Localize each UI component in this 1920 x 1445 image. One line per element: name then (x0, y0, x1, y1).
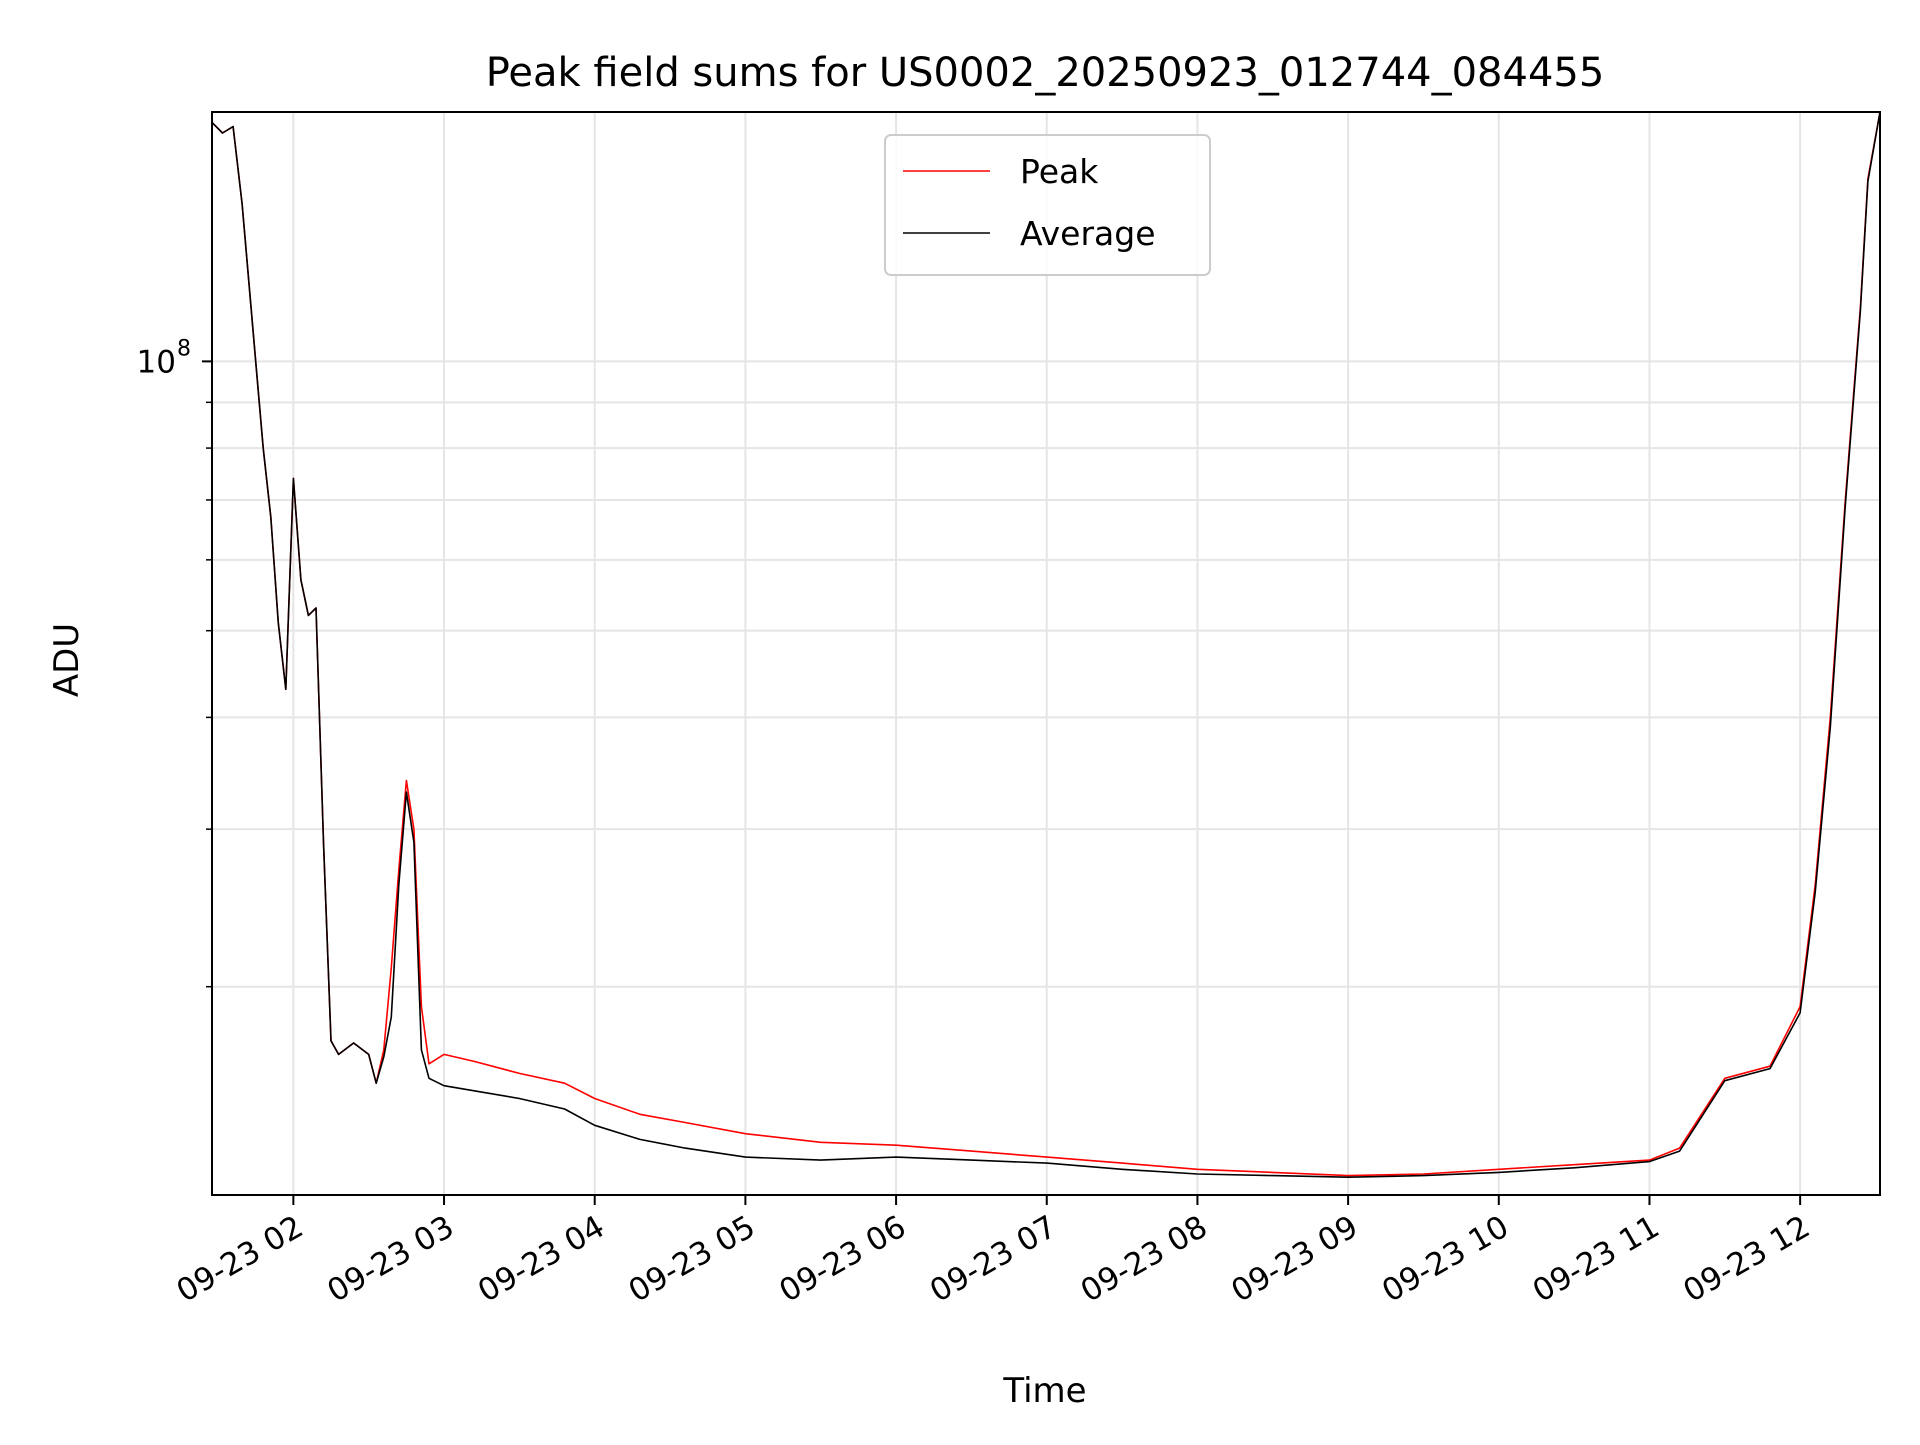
series-group (212, 112, 1880, 1178)
y-tick-label: 10 (137, 344, 176, 380)
legend-box (884, 134, 1211, 276)
x-axis-label: Time (1002, 1371, 1086, 1411)
legend-label-peak: Peak (1020, 152, 1099, 191)
y-axis-label: ADU (47, 623, 87, 697)
y-tick-label-exponent: 8 (177, 336, 191, 361)
legend-label-average: Average (1020, 214, 1156, 253)
legend: Peak Average (884, 134, 1211, 276)
chart-title: Peak field sums for US0002_20250923_0127… (486, 50, 1605, 96)
grid (212, 112, 1880, 1195)
series-line-average (212, 112, 1880, 1178)
